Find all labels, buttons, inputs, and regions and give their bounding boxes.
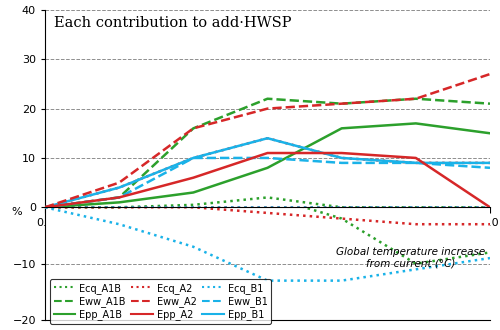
Text: %: % xyxy=(12,207,22,217)
Text: Global temperature increase
from current (°C): Global temperature increase from current… xyxy=(336,247,486,269)
Text: Each contribution to add·HWSP: Each contribution to add·HWSP xyxy=(54,16,292,30)
Legend: Ecq_A1B, Eww_A1B, Epp_A1B, Ecq_A2, Eww_A2, Epp_A2, Ecq_B1, Eww_B1, Epp_B1: Ecq_A1B, Eww_A1B, Epp_A1B, Ecq_A2, Eww_A… xyxy=(50,279,272,324)
